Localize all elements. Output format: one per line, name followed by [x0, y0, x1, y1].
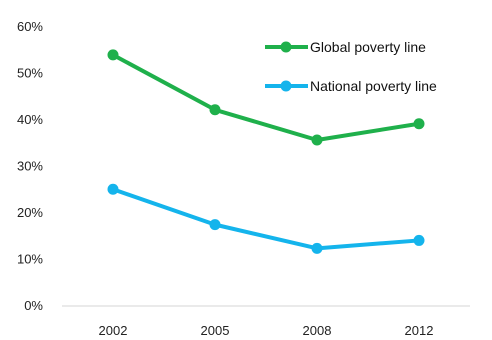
data-point: [107, 49, 119, 61]
y-tick-label: 50%: [17, 66, 43, 81]
legend: Global poverty line National poverty line: [265, 39, 437, 94]
data-point: [107, 183, 119, 195]
legend-swatch-marker: [280, 80, 292, 92]
x-tick-label: 2008: [303, 323, 332, 338]
series-line: [111, 187, 421, 251]
y-tick-label: 40%: [17, 112, 43, 127]
y-tick-label: 30%: [17, 159, 43, 174]
legend-label: Global poverty line: [310, 39, 426, 55]
y-tick-label: 10%: [17, 252, 43, 267]
series-group: [107, 49, 425, 254]
data-point: [413, 234, 425, 246]
data-point: [209, 219, 221, 231]
data-point: [311, 242, 323, 254]
series-line: [111, 52, 421, 142]
x-tick-label: 2005: [201, 323, 230, 338]
y-tick-label: 20%: [17, 205, 43, 220]
y-tick-label: 60%: [17, 19, 43, 34]
x-tick-label: 2002: [99, 323, 128, 338]
y-tick-label: 0%: [24, 298, 43, 313]
data-point: [311, 134, 323, 146]
x-tick-label: 2012: [405, 323, 434, 338]
x-axis-ticks: 2002 2005 2008 2012: [99, 323, 434, 338]
legend-swatch-marker: [280, 41, 292, 53]
legend-label: National poverty line: [310, 78, 437, 94]
data-point: [209, 104, 221, 116]
data-point: [413, 118, 425, 130]
y-axis-ticks: 0% 10% 20% 30% 40% 50% 60%: [17, 19, 43, 313]
